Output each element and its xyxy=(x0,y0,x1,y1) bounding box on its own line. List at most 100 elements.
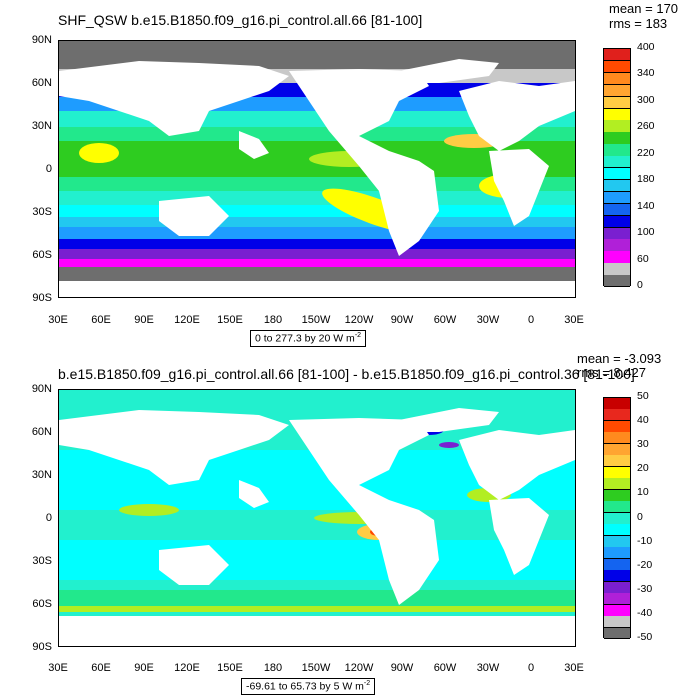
p2-lon-60E: 60E xyxy=(91,662,111,674)
p2-lat-60S: 60S xyxy=(32,598,52,610)
panel1-range-unit-exp: -2 xyxy=(354,332,362,339)
colorbar-swatch xyxy=(604,168,630,181)
p1-lon-120W: 120W xyxy=(344,314,374,326)
colorbar-swatch xyxy=(604,432,630,445)
p1-lon-180: 180 xyxy=(263,314,283,326)
colorbar-swatch xyxy=(604,547,630,560)
p2-lon-150W: 150W xyxy=(301,662,331,674)
colorbar-swatch xyxy=(604,489,630,502)
p1-lon-30E-end: 30E xyxy=(564,314,584,326)
panel2-rms: rms = 8.427 xyxy=(577,365,647,380)
panel1-mean: mean = 170 xyxy=(609,1,679,16)
panel2-map xyxy=(58,389,576,647)
colorbar-swatch xyxy=(604,616,630,629)
colorbar-label: -50 xyxy=(637,631,653,643)
colorbar-swatch xyxy=(604,524,630,537)
p2-lon-30E-end: 30E xyxy=(564,662,584,674)
panel2-range-unit: W m xyxy=(342,680,364,693)
p2-lat-30S: 30S xyxy=(32,555,52,567)
p2-lon-150E: 150E xyxy=(217,662,243,674)
p2-lat-90N: 90N xyxy=(31,383,52,395)
colorbar-swatch xyxy=(604,535,630,548)
colorbar-swatch xyxy=(604,49,630,62)
panel1-title: SHF_QSW b.e15.B1850.f09_g16.pi_control.a… xyxy=(58,12,423,28)
colorbar-label: -20 xyxy=(637,558,653,571)
p1-lon-0: 0 xyxy=(527,314,535,326)
colorbar-label: 50 xyxy=(637,390,649,402)
panel1-map-field xyxy=(59,41,575,297)
colorbar-label: 10 xyxy=(637,486,649,499)
colorbar-swatch xyxy=(604,251,630,264)
colorbar-label: 0 xyxy=(637,510,643,523)
p2-lat-90S: 90S xyxy=(32,641,52,653)
p2-lon-120E: 120E xyxy=(174,662,200,674)
colorbar-swatch xyxy=(604,455,630,468)
colorbar-swatch xyxy=(604,239,630,252)
p1-lon-90E: 90E xyxy=(134,314,154,326)
colorbar-label: -10 xyxy=(637,534,653,547)
colorbar-label: 340 xyxy=(637,67,655,80)
colorbar-label: 60 xyxy=(637,252,649,265)
p2-lon-30E: 30E xyxy=(48,662,68,674)
p1-lat-30S: 30S xyxy=(32,206,52,218)
colorbar-swatch xyxy=(604,120,630,133)
p1-lat-90S: 90S xyxy=(32,292,52,304)
p1-lon-60E: 60E xyxy=(91,314,111,326)
p1-lon-120E: 120E xyxy=(174,314,200,326)
colorbar-label: 40 xyxy=(637,414,649,427)
p1-lon-150E: 150E xyxy=(217,314,243,326)
panel2-mean: mean = -3.093 xyxy=(577,351,662,366)
colorbar-swatch xyxy=(604,570,630,583)
p1-lat-60N: 60N xyxy=(31,77,52,89)
p1-lon-150W: 150W xyxy=(301,314,331,326)
p1-lon-30E: 30E xyxy=(48,314,68,326)
colorbar-swatch xyxy=(604,132,630,145)
colorbar-swatch xyxy=(604,179,630,193)
colorbar-label: 0 xyxy=(637,279,643,291)
p1-lon-90W: 90W xyxy=(390,314,414,326)
colorbar-swatch xyxy=(604,581,630,594)
colorbar-swatch xyxy=(604,420,630,433)
colorbar-swatch xyxy=(604,512,630,525)
colorbar-swatch xyxy=(604,144,630,157)
colorbar-swatch xyxy=(604,96,630,109)
colorbar-swatch xyxy=(604,191,630,205)
colorbar-swatch xyxy=(604,604,630,617)
colorbar-swatch xyxy=(604,227,630,240)
p1-lat-60S: 60S xyxy=(32,249,52,261)
colorbar-swatch xyxy=(604,558,630,571)
colorbar-label: 260 xyxy=(637,120,655,133)
colorbar-label: -30 xyxy=(637,582,653,595)
p1-lat-0: 0 xyxy=(45,163,52,175)
colorbar-label: 300 xyxy=(637,93,655,106)
colorbar-label: 400 xyxy=(637,41,655,53)
panel2-map-field xyxy=(59,390,575,646)
colorbar-label: 20 xyxy=(637,462,649,475)
colorbar-swatch xyxy=(604,84,630,98)
p1-lat-30N: 30N xyxy=(31,120,52,132)
panel2-range-label: -69.61 to 65.73 by 5 W m-2 xyxy=(241,678,376,695)
p2-lon-0: 0 xyxy=(527,662,535,674)
panel2-range-text: -69.61 to 65.73 by 5 xyxy=(246,680,340,693)
p2-lon-180: 180 xyxy=(263,662,283,674)
p2-lon-30W: 30W xyxy=(476,662,500,674)
p2-lat-60N: 60N xyxy=(31,426,52,438)
panel1-colorbar xyxy=(603,48,631,288)
colorbar-swatch xyxy=(604,108,630,121)
p1-lon-60W: 60W xyxy=(433,314,457,326)
panel1-rms: rms = 183 xyxy=(609,16,668,31)
panel1-range-label: 0 to 277.3 by 20 W m-2 xyxy=(250,330,367,347)
colorbar-label: 180 xyxy=(637,173,655,186)
p2-lat-30N: 30N xyxy=(31,469,52,481)
panel1-range-text: 0 to 277.3 by 20 xyxy=(255,332,331,345)
colorbar-swatch xyxy=(604,398,630,410)
colorbar-swatch xyxy=(604,72,630,86)
p2-lon-60W: 60W xyxy=(433,662,457,674)
colorbar-swatch xyxy=(604,443,630,456)
colorbar-label: -40 xyxy=(637,606,653,619)
colorbar-swatch xyxy=(604,215,630,228)
colorbar-swatch xyxy=(604,156,630,169)
p2-lon-90E: 90E xyxy=(134,662,154,674)
colorbar-swatch xyxy=(604,627,630,640)
colorbar-swatch xyxy=(604,478,630,491)
